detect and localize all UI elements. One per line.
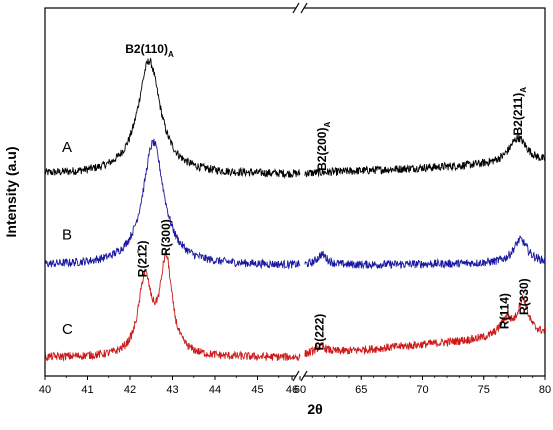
annotation-r-114: R(114) xyxy=(498,293,512,329)
axis-break-mark xyxy=(292,2,300,14)
series-label: C xyxy=(62,321,73,338)
axis-break-mark xyxy=(300,2,308,14)
annotation-b2-211: B2(211)A xyxy=(511,87,528,136)
x-tick-label: 45 xyxy=(251,384,263,396)
series-line xyxy=(304,294,546,358)
axis-break-gap xyxy=(296,2,304,14)
x-tick-label: 60 xyxy=(294,384,306,396)
y-axis-label: Intensity (a.u) xyxy=(3,146,19,237)
x-tick-label: 70 xyxy=(416,384,428,396)
x-tick-label: 41 xyxy=(81,384,93,396)
series-label: A xyxy=(62,139,72,156)
x-tick-label: 40 xyxy=(39,384,51,396)
annotation-r-300: R(300) xyxy=(159,219,173,256)
x-tick-label: 44 xyxy=(209,384,221,396)
axis-break-mark xyxy=(300,370,308,382)
x-axis-label: 2θ xyxy=(307,401,322,417)
series-line xyxy=(304,134,546,178)
series-line xyxy=(304,235,546,270)
plot-frame xyxy=(44,2,546,382)
plot-border xyxy=(44,7,546,377)
axis-break-mark xyxy=(292,370,300,382)
x-tick-label: 43 xyxy=(166,384,178,396)
series-label: B xyxy=(62,226,72,243)
x-tick-label: 80 xyxy=(539,384,551,396)
series-labels: A B C xyxy=(62,139,73,338)
x-tick-label: 65 xyxy=(355,384,367,396)
series-line xyxy=(44,138,301,270)
annotation-r-330: R(330) xyxy=(517,278,531,315)
x-tick-label: 75 xyxy=(478,384,490,396)
x-tick-label: 46 xyxy=(286,384,298,396)
annotation-r-222: R(222) xyxy=(313,314,327,351)
series-line xyxy=(44,250,301,362)
annotation-b2-110: B2(110)A xyxy=(125,42,174,59)
series-curves xyxy=(44,57,546,362)
peak-annotations: B2(110)A B2(200)A B2(211)A R(21̄2) R(300) R(2… xyxy=(125,42,531,351)
series-line xyxy=(44,57,301,180)
x-tick-label: 42 xyxy=(124,384,136,396)
annotation-r-212: R(21̄2) xyxy=(136,241,150,278)
annotation-b2-200: B2(200)A xyxy=(315,122,332,171)
